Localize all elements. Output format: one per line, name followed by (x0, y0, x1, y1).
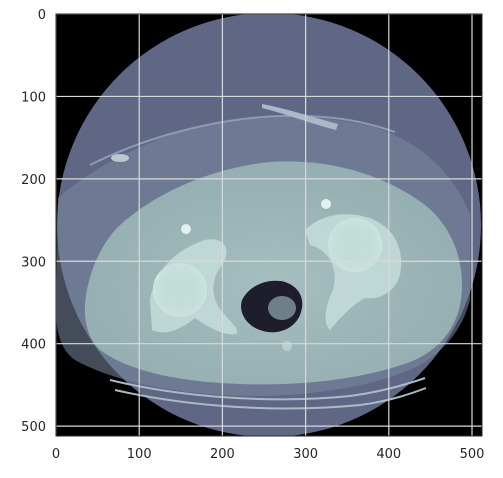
y-tick-label: 400 (21, 338, 46, 353)
x-axis-ticks: 0 100 200 300 400 500 (52, 447, 485, 462)
tube-artifact (262, 104, 338, 130)
x-tick-label: 400 (376, 447, 401, 462)
y-axis-ticks: 0 100 200 300 400 500 (21, 8, 46, 435)
ct-table-line-2 (114, 387, 427, 410)
vessel-left (181, 224, 191, 234)
x-tick-label: 200 (210, 447, 235, 462)
y-tick-label: 0 (38, 8, 46, 23)
small-object-left (111, 154, 129, 162)
x-tick-label: 100 (127, 447, 152, 462)
y-tick-label: 100 (21, 90, 46, 105)
y-tick-label: 300 (21, 255, 46, 270)
soft-tissue (84, 161, 462, 385)
axes-frame (55, 13, 483, 437)
vessel-right (321, 199, 331, 209)
ct-image (56, 14, 482, 436)
hip-bone-right (305, 214, 402, 330)
x-tick-label: 300 (293, 447, 318, 462)
rectal-contents (268, 296, 296, 320)
y-tick-label: 200 (21, 173, 46, 188)
x-tick-label: 0 (52, 447, 60, 462)
midline-dot (282, 341, 292, 351)
x-tick-label: 500 (460, 447, 485, 462)
y-tick-label: 500 (21, 420, 46, 435)
hip-bone-left (150, 239, 238, 335)
ct-table-line (109, 377, 426, 401)
